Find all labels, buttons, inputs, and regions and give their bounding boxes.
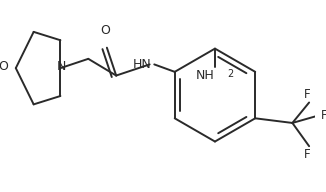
Text: F: F bbox=[304, 148, 311, 161]
Text: F: F bbox=[321, 109, 326, 122]
Text: F: F bbox=[304, 88, 311, 101]
Text: NH: NH bbox=[195, 69, 214, 82]
Text: N: N bbox=[57, 60, 66, 73]
Text: 2: 2 bbox=[227, 69, 233, 79]
Text: HN: HN bbox=[133, 58, 152, 71]
Text: O: O bbox=[100, 24, 110, 36]
Text: O: O bbox=[0, 60, 8, 73]
